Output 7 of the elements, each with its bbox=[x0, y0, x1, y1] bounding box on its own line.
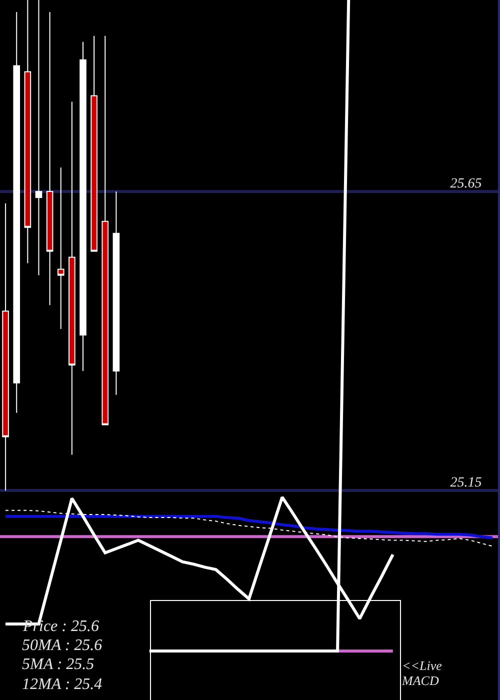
annotation: Price : 25.6 bbox=[22, 618, 99, 635]
y-tick-label: 25.15 bbox=[450, 476, 482, 490]
annotation: 5MA : 25.5 bbox=[22, 656, 94, 673]
annotation: 12MA : 25.4 bbox=[22, 676, 102, 693]
y-tick-label: 25.65 bbox=[450, 176, 482, 192]
text: <<Live MACD bbox=[402, 658, 442, 688]
annotation: 50MA : 25.6 bbox=[22, 637, 102, 654]
